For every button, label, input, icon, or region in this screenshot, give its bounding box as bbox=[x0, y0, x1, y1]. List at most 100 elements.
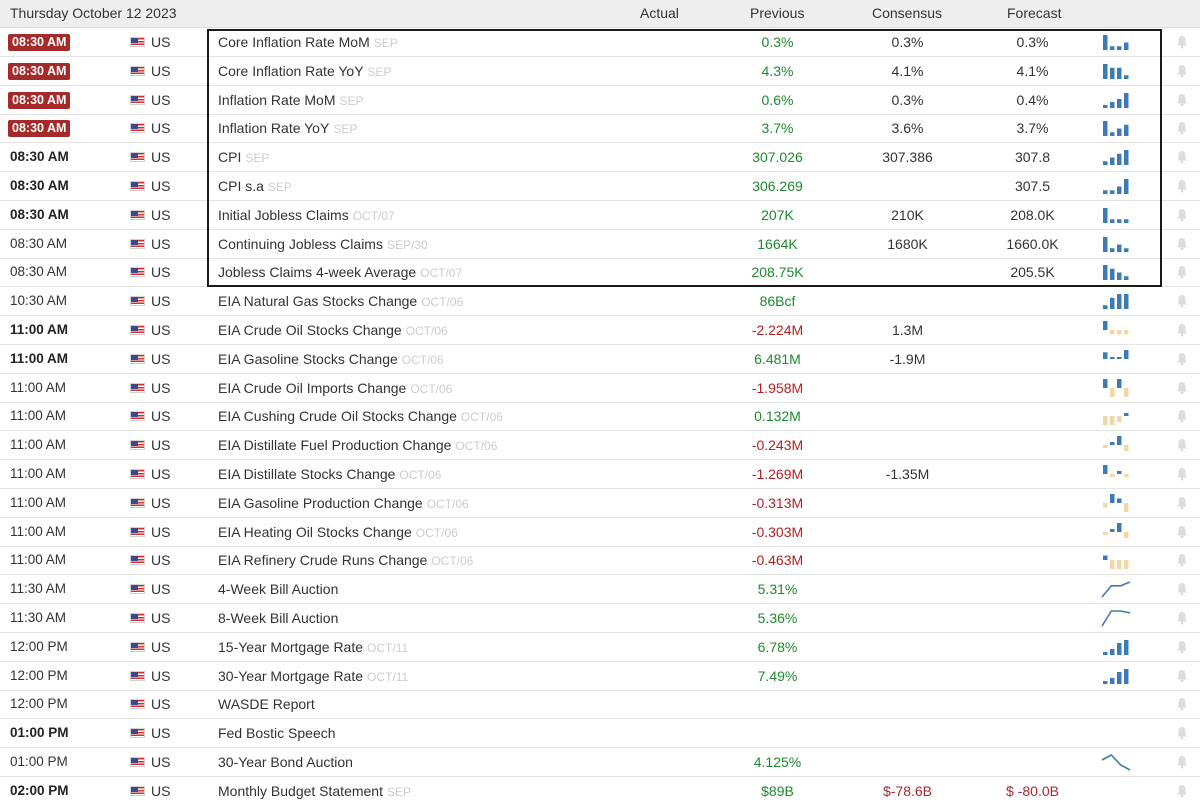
calendar-row[interactable]: 12:00 PM US 30-Year Mortgage Rate OCT/11 7.4… bbox=[0, 662, 1200, 691]
bell-icon[interactable] bbox=[1174, 552, 1190, 568]
event-name[interactable]: CPI s.a bbox=[218, 178, 264, 194]
sparkline-chart-icon[interactable] bbox=[1101, 291, 1131, 311]
event-name[interactable]: EIA Heating Oil Stocks Change bbox=[218, 523, 412, 540]
sparkline-chart-icon[interactable] bbox=[1101, 723, 1131, 743]
event-name[interactable]: EIA Natural Gas Stocks Change bbox=[218, 293, 418, 310]
bell-icon[interactable] bbox=[1174, 466, 1190, 482]
sparkline-chart-icon[interactable] bbox=[1101, 435, 1131, 455]
sparkline-chart-icon[interactable] bbox=[1101, 694, 1131, 714]
event-name-link[interactable]: EIA Heating Oil Stocks Change OCT/06 bbox=[218, 518, 458, 546]
event-name-link[interactable]: CPI SEP bbox=[218, 143, 269, 171]
event-name-link[interactable]: Inflation Rate YoY SEP bbox=[218, 114, 357, 142]
bell-icon[interactable] bbox=[1174, 408, 1190, 424]
sparkline-chart-icon[interactable] bbox=[1101, 781, 1131, 801]
calendar-row[interactable]: 08:30 AM US Initial Jobless Claims OCT/07 20… bbox=[0, 201, 1200, 230]
event-name-link[interactable]: Inflation Rate MoM SEP bbox=[218, 86, 364, 114]
calendar-row[interactable]: 11:00 AM US EIA Distillate Stocks Change OC… bbox=[0, 460, 1200, 489]
sparkline-chart-icon[interactable] bbox=[1101, 637, 1131, 657]
sparkline-chart-icon[interactable] bbox=[1101, 147, 1131, 167]
sparkline-chart-icon[interactable] bbox=[1101, 608, 1131, 628]
event-name-link[interactable]: 30-Year Mortgage Rate OCT/11 bbox=[218, 662, 408, 690]
calendar-row[interactable]: 11:00 AM US EIA Crude Oil Stocks Change OCT… bbox=[0, 316, 1200, 345]
calendar-row[interactable]: 01:00 PM US 30-Year Bond Auction 4.125% bbox=[0, 748, 1200, 777]
bell-icon[interactable] bbox=[1174, 63, 1190, 79]
event-name-link[interactable]: WASDE Report bbox=[218, 690, 319, 718]
bell-icon[interactable] bbox=[1174, 178, 1190, 194]
bell-icon[interactable] bbox=[1174, 581, 1190, 597]
event-name[interactable]: Core Inflation Rate MoM bbox=[218, 34, 370, 50]
event-name-link[interactable]: Initial Jobless Claims OCT/07 bbox=[218, 201, 395, 229]
sparkline-chart-icon[interactable] bbox=[1101, 522, 1131, 542]
bell-icon[interactable] bbox=[1174, 380, 1190, 396]
bell-icon[interactable] bbox=[1174, 639, 1190, 655]
calendar-row[interactable]: 11:30 AM US 8-Week Bill Auction 5.36% bbox=[0, 604, 1200, 633]
event-name[interactable]: 30-Year Mortgage Rate bbox=[218, 667, 364, 684]
sparkline-chart-icon[interactable] bbox=[1101, 493, 1131, 513]
bell-icon[interactable] bbox=[1174, 120, 1190, 136]
event-name[interactable]: EIA Distillate Fuel Production Change bbox=[218, 437, 452, 454]
event-name-link[interactable]: Core Inflation Rate YoY SEP bbox=[218, 57, 392, 85]
header-actual[interactable]: Actual bbox=[640, 5, 679, 21]
calendar-row[interactable]: 12:00 PM US 15-Year Mortgage Rate OCT/11 6.7… bbox=[0, 633, 1200, 662]
calendar-row[interactable]: 11:30 AM US 4-Week Bill Auction 5.31% bbox=[0, 575, 1200, 605]
event-name[interactable]: EIA Refinery Crude Runs Change bbox=[218, 552, 428, 569]
calendar-row[interactable]: 01:00 PM US Fed Bostic Speech bbox=[0, 719, 1200, 749]
bell-icon[interactable] bbox=[1174, 524, 1190, 540]
calendar-row[interactable]: 11:00 AM US EIA Distillate Fuel Production… bbox=[0, 431, 1200, 461]
sparkline-chart-icon[interactable] bbox=[1101, 61, 1131, 81]
sparkline-chart-icon[interactable] bbox=[1101, 349, 1131, 369]
event-name[interactable]: 30-Year Bond Auction bbox=[218, 754, 353, 770]
calendar-row[interactable]: 08:30 AM US Core Inflation Rate MoM SEP 0.3%… bbox=[0, 28, 1200, 57]
calendar-row[interactable]: 10:30 AM US EIA Natural Gas Stocks Change O… bbox=[0, 287, 1200, 317]
sparkline-chart-icon[interactable] bbox=[1101, 176, 1131, 196]
event-name[interactable]: EIA Crude Oil Stocks Change bbox=[218, 322, 402, 338]
sparkline-chart-icon[interactable] bbox=[1101, 378, 1131, 398]
event-name[interactable]: 4-Week Bill Auction bbox=[218, 581, 339, 598]
bell-icon[interactable] bbox=[1174, 668, 1190, 684]
sparkline-chart-icon[interactable] bbox=[1101, 90, 1131, 110]
event-name[interactable]: Jobless Claims 4-week Average bbox=[218, 264, 417, 281]
event-name-link[interactable]: EIA Distillate Stocks Change OCT/06 bbox=[218, 460, 441, 488]
event-name-link[interactable]: EIA Natural Gas Stocks Change OCT/06 bbox=[218, 287, 463, 315]
sparkline-chart-icon[interactable] bbox=[1101, 752, 1131, 772]
bell-icon[interactable] bbox=[1174, 495, 1190, 511]
event-name-link[interactable]: EIA Refinery Crude Runs Change OCT/06 bbox=[218, 546, 473, 574]
bell-icon[interactable] bbox=[1174, 34, 1190, 50]
event-name-link[interactable]: EIA Cushing Crude Oil Stocks Change OCT/0… bbox=[218, 402, 503, 430]
event-name[interactable]: Monthly Budget Statement bbox=[218, 782, 383, 799]
event-name[interactable]: 8-Week Bill Auction bbox=[218, 610, 339, 626]
event-name-link[interactable]: 30-Year Bond Auction bbox=[218, 748, 357, 776]
event-name[interactable]: 15-Year Mortgage Rate bbox=[218, 638, 364, 655]
event-name[interactable]: CPI bbox=[218, 149, 242, 166]
sparkline-chart-icon[interactable] bbox=[1101, 118, 1131, 138]
event-name[interactable]: Inflation Rate MoM bbox=[218, 91, 336, 108]
event-name-link[interactable]: Fed Bostic Speech bbox=[218, 719, 340, 747]
bell-icon[interactable] bbox=[1174, 149, 1190, 165]
bell-icon[interactable] bbox=[1174, 293, 1190, 309]
calendar-row[interactable]: 08:30 AM US Continuing Jobless Claims SEP/3… bbox=[0, 230, 1200, 259]
calendar-row[interactable]: 08:30 AM US Inflation Rate MoM SEP 0.6% 0.3% 0… bbox=[0, 86, 1200, 115]
sparkline-chart-icon[interactable] bbox=[1101, 406, 1131, 426]
bell-icon[interactable] bbox=[1174, 322, 1190, 338]
calendar-row[interactable]: 11:00 AM US EIA Refinery Crude Runs Change… bbox=[0, 546, 1200, 576]
bell-icon[interactable] bbox=[1174, 236, 1190, 252]
bell-icon[interactable] bbox=[1174, 92, 1190, 108]
calendar-row[interactable]: 11:00 AM US EIA Cushing Crude Oil Stocks C… bbox=[0, 402, 1200, 432]
event-name-link[interactable]: EIA Gasoline Production Change OCT/06 bbox=[218, 489, 469, 517]
event-name-link[interactable]: EIA Distillate Fuel Production Change OCT… bbox=[218, 431, 497, 459]
header-consensus[interactable]: Consensus bbox=[872, 5, 943, 21]
calendar-row[interactable]: 11:00 AM US EIA Gasoline Production Change… bbox=[0, 489, 1200, 518]
sparkline-chart-icon[interactable] bbox=[1101, 464, 1131, 484]
sparkline-chart-icon[interactable] bbox=[1101, 666, 1131, 686]
sparkline-chart-icon[interactable] bbox=[1101, 262, 1131, 282]
event-name-link[interactable]: EIA Crude Oil Imports Change OCT/06 bbox=[218, 374, 452, 402]
sparkline-chart-icon[interactable] bbox=[1101, 550, 1131, 570]
calendar-row[interactable]: 08:30 AM US CPI SEP 307.026 307.386 307.8 bbox=[0, 143, 1200, 173]
event-name-link[interactable]: 15-Year Mortgage Rate OCT/11 bbox=[218, 633, 408, 661]
bell-icon[interactable] bbox=[1174, 783, 1190, 799]
calendar-row[interactable]: 11:00 AM US EIA Heating Oil Stocks Change O… bbox=[0, 518, 1200, 547]
calendar-row[interactable]: 08:30 AM US Core Inflation Rate YoY SEP 4.3%… bbox=[0, 57, 1200, 86]
bell-icon[interactable] bbox=[1174, 696, 1190, 712]
event-name[interactable]: EIA Gasoline Stocks Change bbox=[218, 350, 398, 367]
sparkline-chart-icon[interactable] bbox=[1101, 234, 1131, 254]
